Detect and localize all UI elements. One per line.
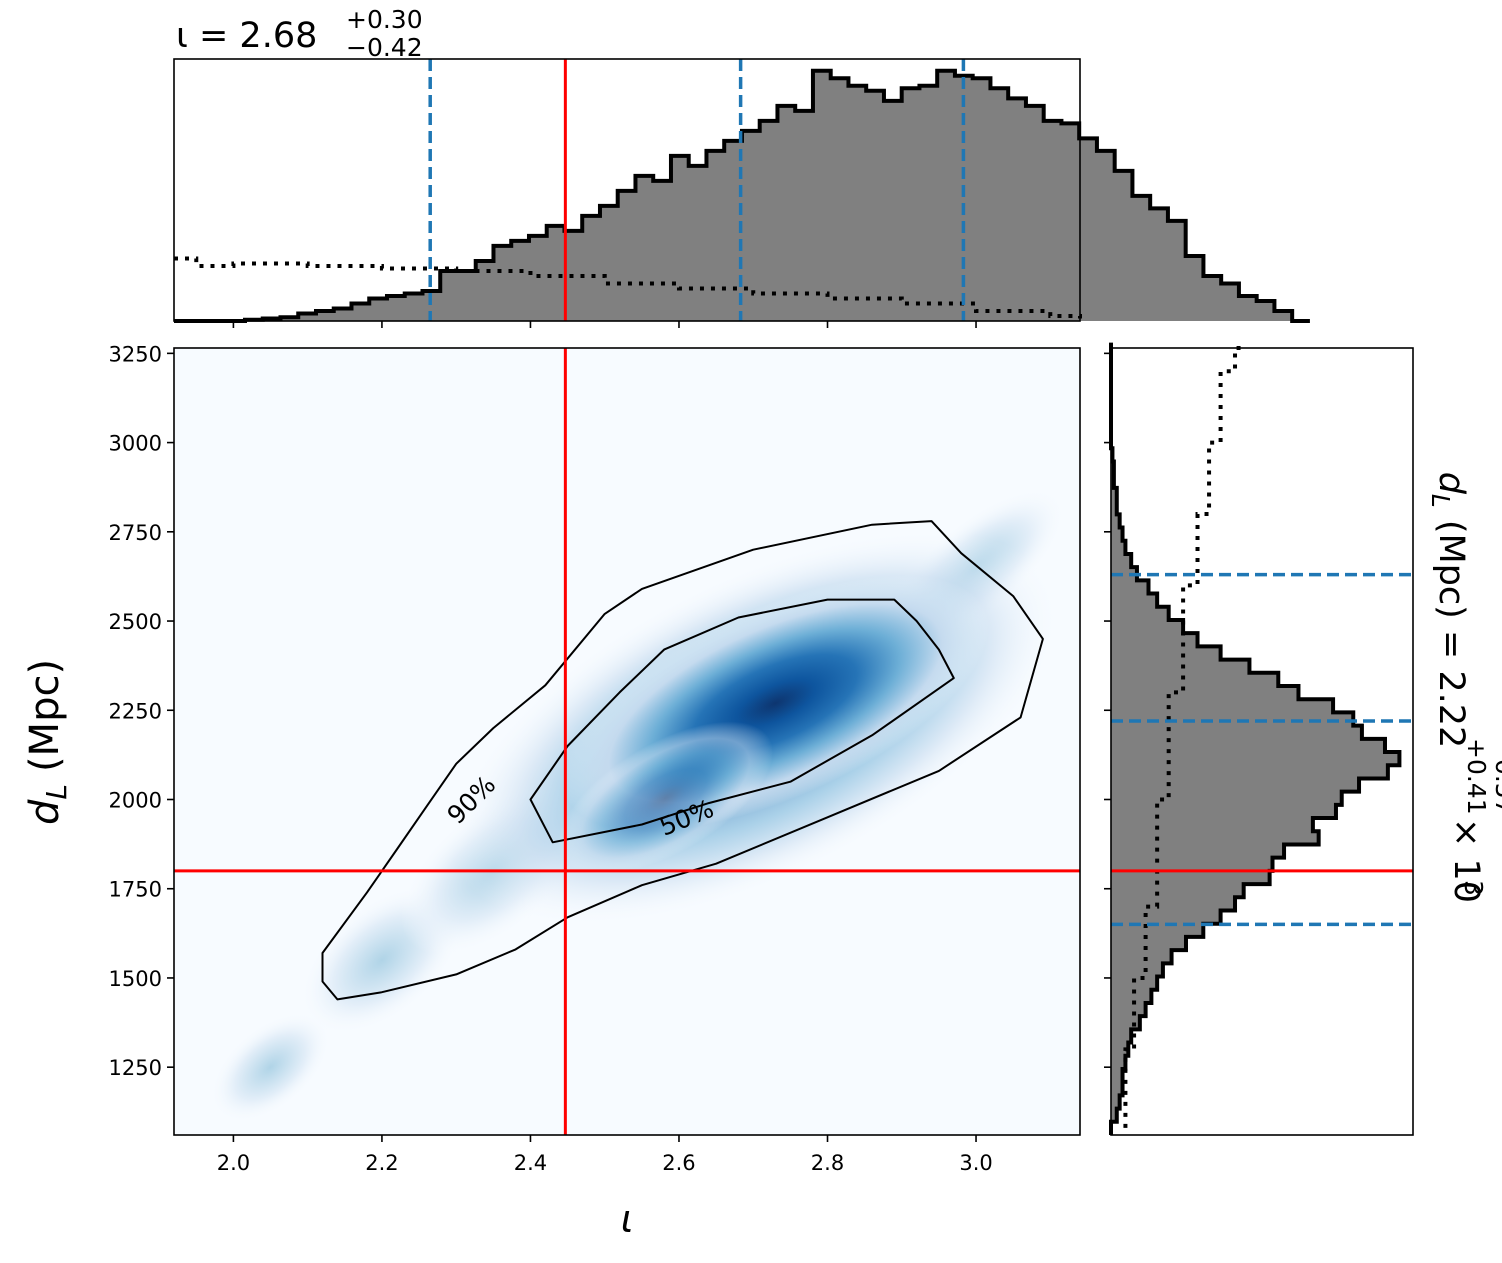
y-tick-label: 2750 [109, 521, 162, 545]
top-marginal-title: ι = 2.68 [176, 16, 317, 56]
right-histogram-outline [1109, 342, 1402, 1135]
right-marginal-ticks [1104, 352, 1111, 1068]
x-tick-label: 2.2 [365, 1151, 398, 1175]
density-lobe [558, 721, 774, 875]
top-marginal-title-sub: −0.42 [346, 33, 423, 62]
top-marginal-frame [173, 58, 1081, 322]
density-tail [211, 1012, 331, 1122]
y-tick-label: 2250 [109, 699, 162, 723]
right-marginal-plot-area [1109, 342, 1413, 1136]
top-histogram-outline [174, 68, 1310, 323]
x-tick-label: 2.0 [217, 1151, 250, 1175]
joint-plot-area: 90% 50% [174, 348, 1080, 1135]
joint-frame [173, 347, 1081, 1136]
svg-text:dL(Mpc) = 2.22: dL(Mpc) = 2.22 [1426, 472, 1471, 749]
x-tick-label: 3.0 [959, 1151, 992, 1175]
right-marginal-panel: dL(Mpc) = 2.22 +0.41 −0.57 × 10 3 [1104, 342, 1502, 1136]
top-marginal-plot-area [174, 59, 1310, 323]
x-tick-label: 2.4 [514, 1151, 547, 1175]
y-tick-label: 1500 [109, 967, 162, 991]
y-tick-label: 3000 [109, 432, 162, 456]
y-tick-label: 2500 [109, 610, 162, 634]
y-axis-label: dL(Mpc) [22, 659, 73, 825]
right-marginal-title-tail: × 10 [1446, 818, 1486, 903]
right-histogram-fill [1111, 342, 1400, 1136]
right-marginal-frame [1110, 347, 1414, 1136]
right-marginal-title-sub: −0.57 [1490, 738, 1502, 815]
y-tick-label: 2000 [109, 788, 162, 812]
y-tick-label: 3250 [109, 342, 162, 366]
joint-ticks: 2.0 2.2 2.4 2.6 2.8 3.0 1250 1500 1750 2000 2250 25… [109, 342, 993, 1175]
right-marginal-title-exp: 3 [1459, 880, 1488, 896]
top-marginal-title-sup: +0.30 [346, 5, 423, 34]
joint-posterior-panel: 90% 50% 2.0 2.2 2.4 2.6 2.8 3.0 1250 1500 1750 200… [22, 342, 1081, 1241]
y-tick-label: 1250 [109, 1056, 162, 1080]
right-marginal-title: dL(Mpc) = 2.22 [1426, 472, 1471, 749]
contour-50 [529, 598, 955, 844]
top-marginal-ticks [232, 321, 977, 328]
y-tick-label: 1750 [109, 878, 162, 902]
x-tick-label: 2.8 [811, 1151, 844, 1175]
x-axis-label: ι [621, 1197, 634, 1241]
contour-90 [321, 520, 1044, 1001]
x-tick-label: 2.6 [662, 1151, 695, 1175]
svg-text:dL(Mpc): dL(Mpc) [22, 659, 73, 825]
right-marginal-title-sup: +0.41 [1462, 738, 1491, 815]
top-marginal-panel: ι = 2.68 +0.30 −0.42 [173, 5, 1310, 328]
right-prior-line [1123, 346, 1241, 1128]
